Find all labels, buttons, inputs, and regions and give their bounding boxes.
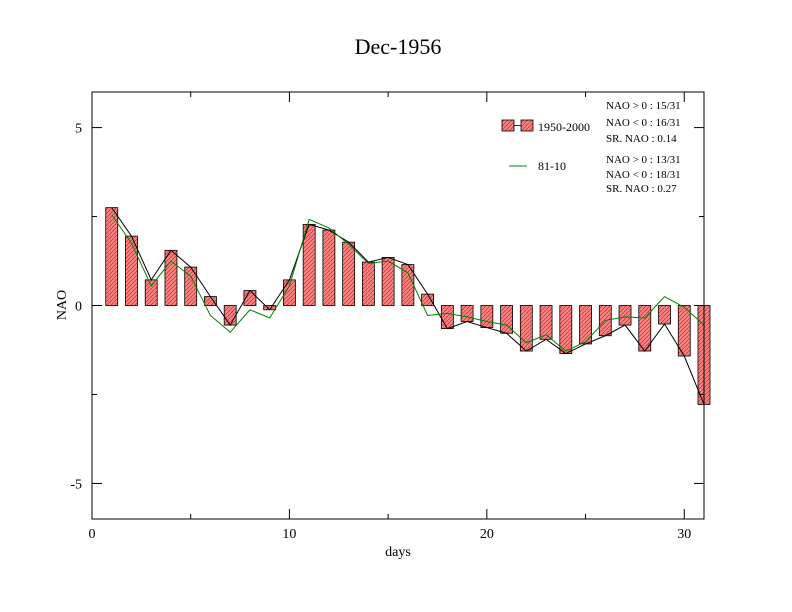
chart-title: Dec-1956 [355,34,442,59]
series-81-10-line [111,214,705,352]
y-axis-label: NAO [55,290,70,320]
bar-day-19 [460,305,474,322]
bar-day-12 [322,229,336,306]
bar-day-28 [638,305,652,352]
bar-day-22 [519,305,533,352]
x-tick-label-20: 20 [480,527,494,542]
y-tick-label-0: 0 [75,300,82,315]
legend-label-81-10: 81-10 [538,159,566,173]
bar-day-14 [361,261,375,306]
legend-label-1950-2000: 1950-2000 [538,120,590,134]
legend-swatch-1950-2000-right [520,119,534,132]
stat-81-10-pos: NAO > 0 : 13/31 [606,154,681,166]
bar-day-20 [480,305,494,328]
stat-1950-2000-pos: NAO > 0 : 15/31 [606,100,681,112]
legend-swatch-1950-2000-left [501,119,515,132]
bar-day-27 [618,305,632,326]
stat-1950-2000-neg: NAO < 0 : 16/31 [606,117,681,129]
y-tick-label--5: -5 [70,477,82,492]
bar-day-1 [105,207,119,306]
bar-day-18 [440,305,454,330]
bar-day-6 [204,296,217,306]
bar-day-24 [559,305,573,354]
bar-day-4 [164,249,178,306]
bar-day-13 [342,241,356,306]
bar-day-17 [421,293,435,306]
bar-day-25 [579,305,592,345]
stat-81-10-neg: NAO < 0 : 18/31 [606,169,681,181]
bar-day-29 [658,305,671,325]
bar-day-7 [223,305,237,326]
bar-day-3 [144,279,158,306]
stat-1950-2000-sr: SR. NAO : 0.14 [606,133,677,145]
legend: 1950-2000 81-10 NAO > 0 : 15/31 NAO < 0 … [501,100,681,195]
x-axis-label: days [385,545,411,560]
x-tick-label-10: 10 [282,527,296,542]
series-1950-2000-line [111,207,705,405]
x-tick-label-0: 0 [89,527,96,542]
y-tick-label-5: 5 [75,122,82,137]
bar-day-15 [381,257,395,306]
x-tick-label-30: 30 [677,527,691,542]
stat-81-10-sr: SR. NAO : 0.27 [606,183,677,195]
